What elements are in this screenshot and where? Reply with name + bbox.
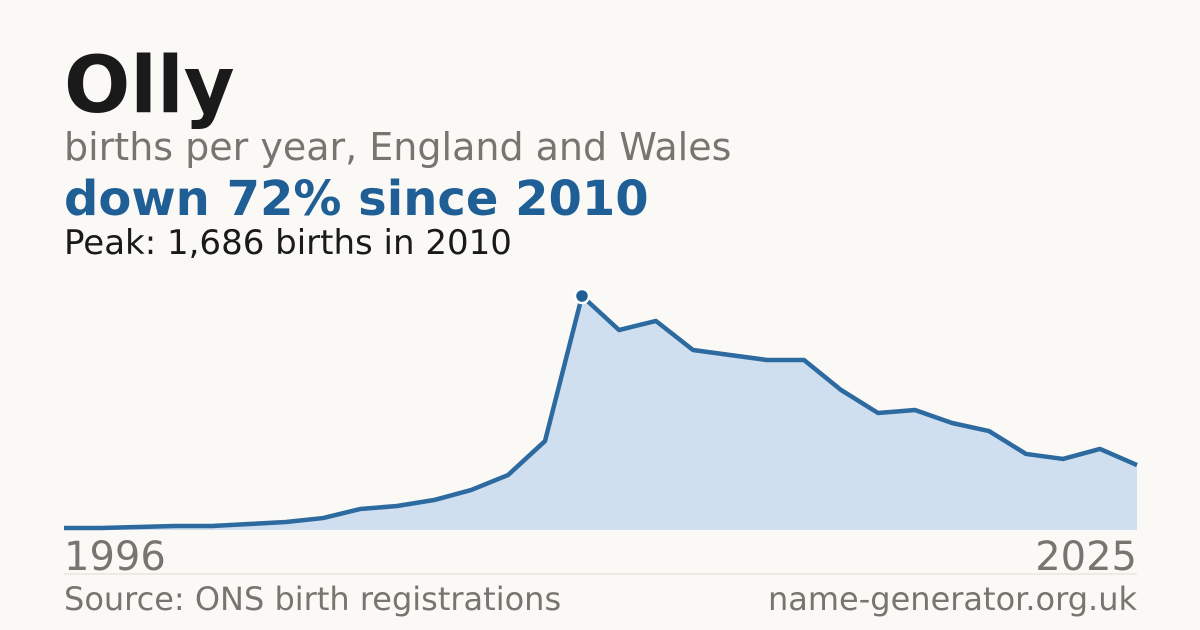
x-tick-label: 2025 xyxy=(1035,534,1137,580)
x-tick-label: 1996 xyxy=(64,534,166,580)
source: Source: ONS birth registrations xyxy=(64,580,561,618)
line xyxy=(64,293,1138,531)
site: name-generator.org.uk xyxy=(768,580,1137,618)
peak-note: Peak: 1,686 births in 2010 xyxy=(64,223,512,263)
area xyxy=(64,296,1137,530)
subtitle: births per year, England and Wales xyxy=(64,125,731,169)
headline: down 72% since 2010 xyxy=(64,171,649,227)
peak-marker xyxy=(573,287,591,305)
chart-title: Olly xyxy=(64,41,235,131)
